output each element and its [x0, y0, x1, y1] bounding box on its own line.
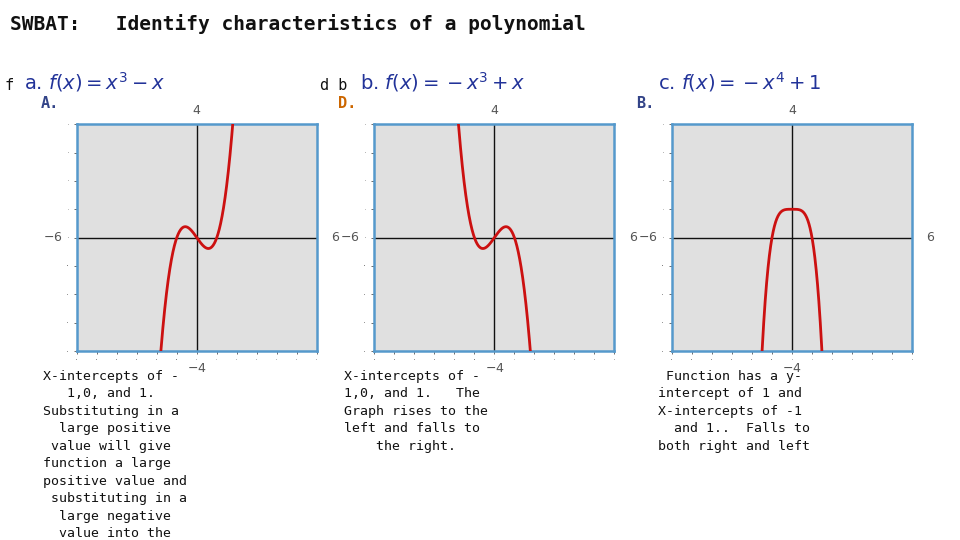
Text: $-6$: $-6$: [43, 231, 62, 244]
Text: A.: A.: [40, 96, 60, 111]
Text: 4: 4: [491, 104, 498, 117]
Text: f: f: [5, 78, 14, 93]
Text: $-6$: $-6$: [341, 231, 360, 244]
Text: X-intercepts of -
   1,0, and 1.
Substituting in a
  large positive
 value will : X-intercepts of - 1,0, and 1. Substituti…: [43, 370, 187, 540]
Text: $-4$: $-4$: [187, 362, 206, 375]
Text: $-4$: $-4$: [485, 362, 504, 375]
Text: Function has a y-
intercept of 1 and
X-intercepts of -1
  and 1..  Falls to
both: Function has a y- intercept of 1 and X-i…: [658, 370, 809, 453]
Text: 6: 6: [926, 231, 934, 244]
Text: a. $f(x) = x^3 - x$: a. $f(x) = x^3 - x$: [24, 70, 165, 94]
Text: B.: B.: [636, 96, 655, 111]
Text: SWBAT:   Identify characteristics of a polynomial: SWBAT: Identify characteristics of a pol…: [10, 14, 586, 33]
Text: 4: 4: [788, 104, 796, 117]
Text: $-4$: $-4$: [782, 362, 802, 375]
Text: b. $f(x) = -x^3 + x$: b. $f(x) = -x^3 + x$: [360, 70, 525, 94]
Text: 4: 4: [193, 104, 201, 117]
Text: 6: 6: [331, 231, 339, 244]
Text: c. $f(x) = -x^4 + 1$: c. $f(x) = -x^4 + 1$: [658, 70, 821, 94]
Text: $-6$: $-6$: [638, 231, 658, 244]
Text: D.: D.: [339, 96, 357, 111]
Text: 6: 6: [629, 231, 636, 244]
Text: d b: d b: [320, 78, 348, 93]
Text: X-intercepts of -
1,0, and 1.   The
Graph rises to the
left and falls to
    the: X-intercepts of - 1,0, and 1. The Graph …: [344, 370, 488, 453]
